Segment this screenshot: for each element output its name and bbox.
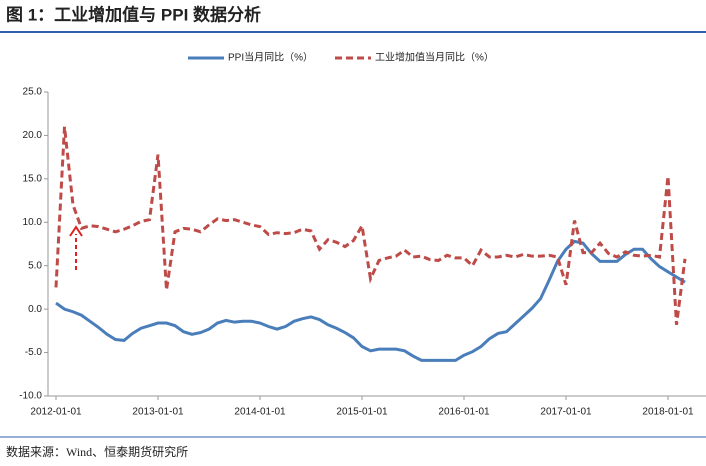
legend-label: 工业增加值当月同比（%） — [375, 51, 494, 64]
y-tick-label: 10.0 — [23, 217, 43, 228]
x-tick-label: 2018-01-01 — [642, 407, 694, 418]
y-tick-label: -10.0 — [19, 391, 42, 402]
y-tick-label: 0.0 — [28, 304, 42, 315]
x-tick-label: 2014-01-01 — [234, 407, 286, 418]
x-tick-label: 2017-01-01 — [540, 407, 592, 418]
annotation-arrow — [69, 225, 83, 270]
x-tick-label: 2013-01-01 — [132, 407, 184, 418]
series-line — [54, 126, 687, 325]
chart-title: 图 1：工业增加值与 PPI 数据分析 — [6, 4, 261, 24]
legend-label: PPI当月同比（%） — [228, 51, 313, 64]
x-tick-label: 2012-01-01 — [30, 407, 82, 418]
x-tick-label: 2015-01-01 — [336, 407, 388, 418]
series-line — [55, 239, 686, 362]
y-tick-label: 15.0 — [23, 173, 43, 184]
y-tick-label: 20.0 — [23, 130, 43, 141]
y-tick-label: -5.0 — [25, 347, 43, 358]
source-note: 数据来源：Wind、恒泰期货研究所 — [6, 444, 188, 459]
y-tick-label: 5.0 — [28, 260, 42, 271]
y-tick-label: 25.0 — [23, 87, 43, 98]
x-tick-label: 2016-01-01 — [438, 407, 490, 418]
